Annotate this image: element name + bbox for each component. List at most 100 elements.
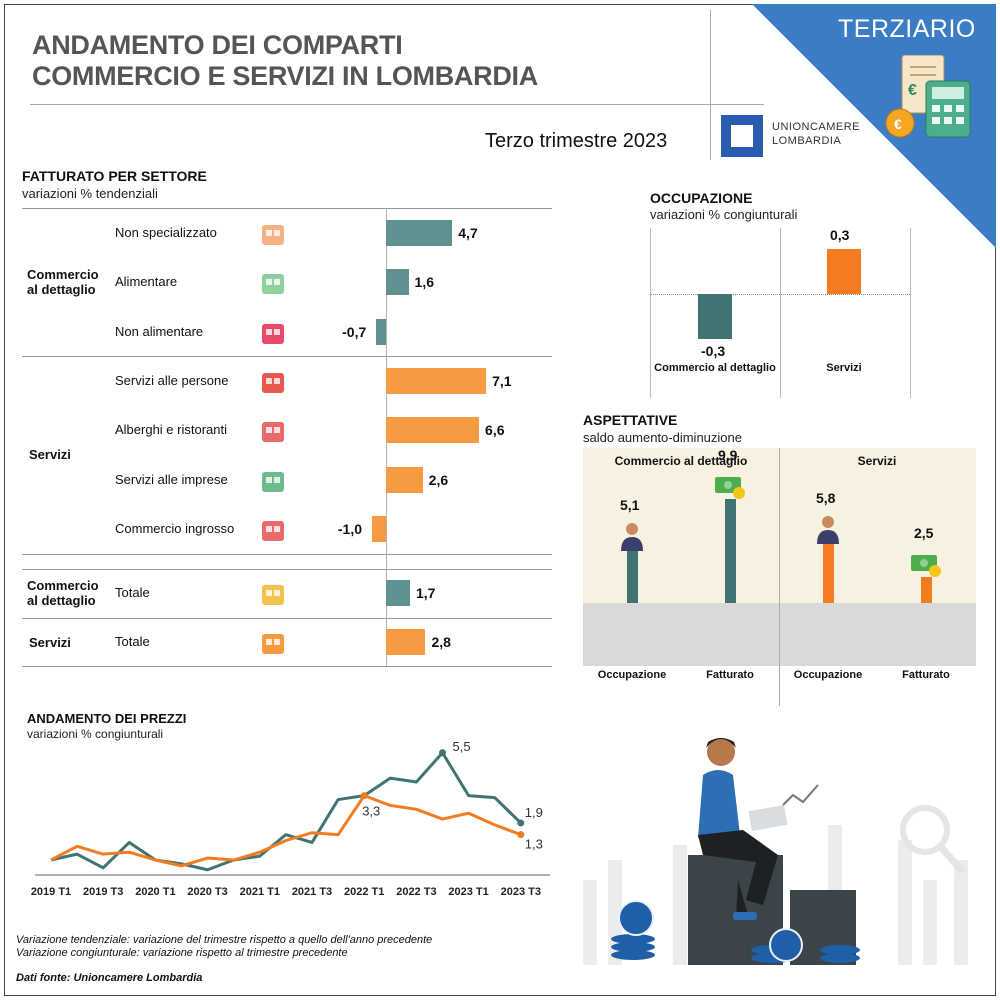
category-label: Non specializzato <box>115 225 217 240</box>
category-label: Alimentare <box>115 274 178 289</box>
svg-text:€: € <box>908 82 917 99</box>
bar <box>386 467 423 493</box>
category-label: Commercio ingrosso <box>115 521 235 536</box>
group-label-commercio: Commercio al dettaglio <box>27 267 99 297</box>
occ-gridline <box>910 228 911 398</box>
sector-icon <box>256 579 290 609</box>
bar <box>386 629 426 655</box>
category-label: Alberghi e ristoranti <box>115 422 227 437</box>
sector-icon <box>256 268 290 298</box>
asp-value-label: 2,5 <box>914 524 934 541</box>
bar <box>386 417 480 443</box>
prezzi-title: ANDAMENTO DEI PREZZI <box>27 711 187 726</box>
occ-gridline <box>780 228 781 398</box>
aspettative-title: ASPETTATIVE <box>583 412 678 428</box>
asp-category-label: Fatturato <box>706 669 754 681</box>
occ-category-label: Commercio al dettaglio <box>654 362 776 374</box>
money-icon <box>909 549 943 579</box>
x-tick-label: 2019 T1 <box>31 886 71 898</box>
occ-value-label: 0,3 <box>830 227 850 243</box>
bar <box>386 269 409 295</box>
data-label: 3,3 <box>362 804 380 819</box>
category-label: Non alimentare <box>115 324 204 339</box>
bar-value-label: 2,6 <box>428 472 449 488</box>
data-point <box>360 792 368 800</box>
category-label: Totale <box>115 634 150 649</box>
data-point <box>439 749 446 757</box>
title-line-1: ANDAMENTO DEI COMPARTI <box>32 30 403 60</box>
occ-zero-line <box>650 294 910 295</box>
logo-text: UNIONCAMERE LOMBARDIA <box>772 120 860 148</box>
x-tick-label: 2022 T1 <box>344 886 384 898</box>
occ-bar <box>827 249 861 294</box>
x-tick-label: 2020 T1 <box>135 886 175 898</box>
category-label: Servizi alle persone <box>115 373 229 388</box>
sector-icon <box>256 416 290 446</box>
sector-icon <box>256 318 290 348</box>
category-label: Servizi alle imprese <box>115 472 228 487</box>
bar <box>386 220 453 246</box>
total-label-commercio: Commercio al dettaglio <box>27 578 99 608</box>
x-tick-label: 2023 T3 <box>501 886 541 898</box>
x-tick-label: 2020 T3 <box>187 886 227 898</box>
asp-category-label: Fatturato <box>902 669 950 681</box>
group-label-line: Commercio <box>27 578 99 593</box>
asp-bar <box>921 576 932 603</box>
asp-bar <box>823 542 834 603</box>
asp-bar <box>627 549 638 603</box>
bar <box>386 368 487 394</box>
bar <box>376 319 386 345</box>
group-label-line: Commercio <box>27 267 99 282</box>
occ-category-label: Servizi <box>826 362 862 374</box>
asp-category-label: Occupazione <box>793 669 863 681</box>
x-tick-label: 2022 T3 <box>396 886 436 898</box>
data-label: 1,9 <box>525 805 543 820</box>
bar-value-label: 7,1 <box>492 373 512 389</box>
bar-value-label: 4,7 <box>458 225 478 241</box>
sector-badge: TERZIARIO <box>838 15 976 43</box>
x-tick-label: 2021 T3 <box>292 886 332 898</box>
person-icon <box>615 521 649 552</box>
title-line-2: COMMERCIO E SERVIZI IN LOMBARDIA <box>32 61 538 91</box>
occ-bar <box>698 294 732 339</box>
title-divider <box>30 104 764 105</box>
aspettative-subtitle: saldo aumento-diminuzione <box>583 430 742 445</box>
group-label-line: al dettaglio <box>27 282 96 297</box>
occupazione-subtitle: variazioni % congiunturali <box>650 207 798 222</box>
bar-value-label: -0,7 <box>342 324 367 340</box>
x-tick-label: 2021 T1 <box>240 886 280 898</box>
businessman-illustration <box>583 738 968 965</box>
infographic-frame <box>4 4 996 996</box>
fatturato-subtitle: variazioni % tendenziali <box>22 186 158 201</box>
note-tendenziale: Variazione tendenziale: variazione del t… <box>16 934 433 946</box>
category-label: Totale <box>115 585 150 600</box>
period-label: Terzo trimestre 2023 <box>485 130 668 152</box>
prezzi-subtitle: variazioni % congiunturali <box>27 727 164 741</box>
svg-text:€: € <box>894 116 902 132</box>
group-label-servizi: Servizi <box>29 447 71 462</box>
bar-value-label: 2,8 <box>431 634 451 650</box>
bar-value-label: 6,6 <box>485 422 505 438</box>
header-vertical-divider <box>710 10 711 160</box>
occ-gridline <box>650 228 651 398</box>
note-congiunturale: Variazione congiunturale: variazione ris… <box>16 947 348 959</box>
row-separator <box>22 666 552 667</box>
asp-value-label: 5,8 <box>816 490 836 507</box>
money-icon <box>713 471 747 501</box>
row-separator <box>22 356 552 357</box>
asp-divider <box>779 448 780 706</box>
data-label: 1,3 <box>525 837 543 852</box>
sector-icon <box>256 367 290 397</box>
sector-icon <box>256 219 290 249</box>
row-separator <box>22 569 552 570</box>
calculator-icon: € € <box>885 55 971 138</box>
sector-icon <box>256 466 290 496</box>
asp-bar <box>725 499 736 603</box>
row-separator <box>22 554 552 555</box>
sector-icon <box>256 515 290 545</box>
data-point <box>517 819 525 827</box>
bar-value-label: 1,6 <box>414 274 435 290</box>
bar-value-label: 1,7 <box>415 585 436 601</box>
data-label: 5,5 <box>453 740 471 754</box>
person-icon <box>811 514 845 545</box>
